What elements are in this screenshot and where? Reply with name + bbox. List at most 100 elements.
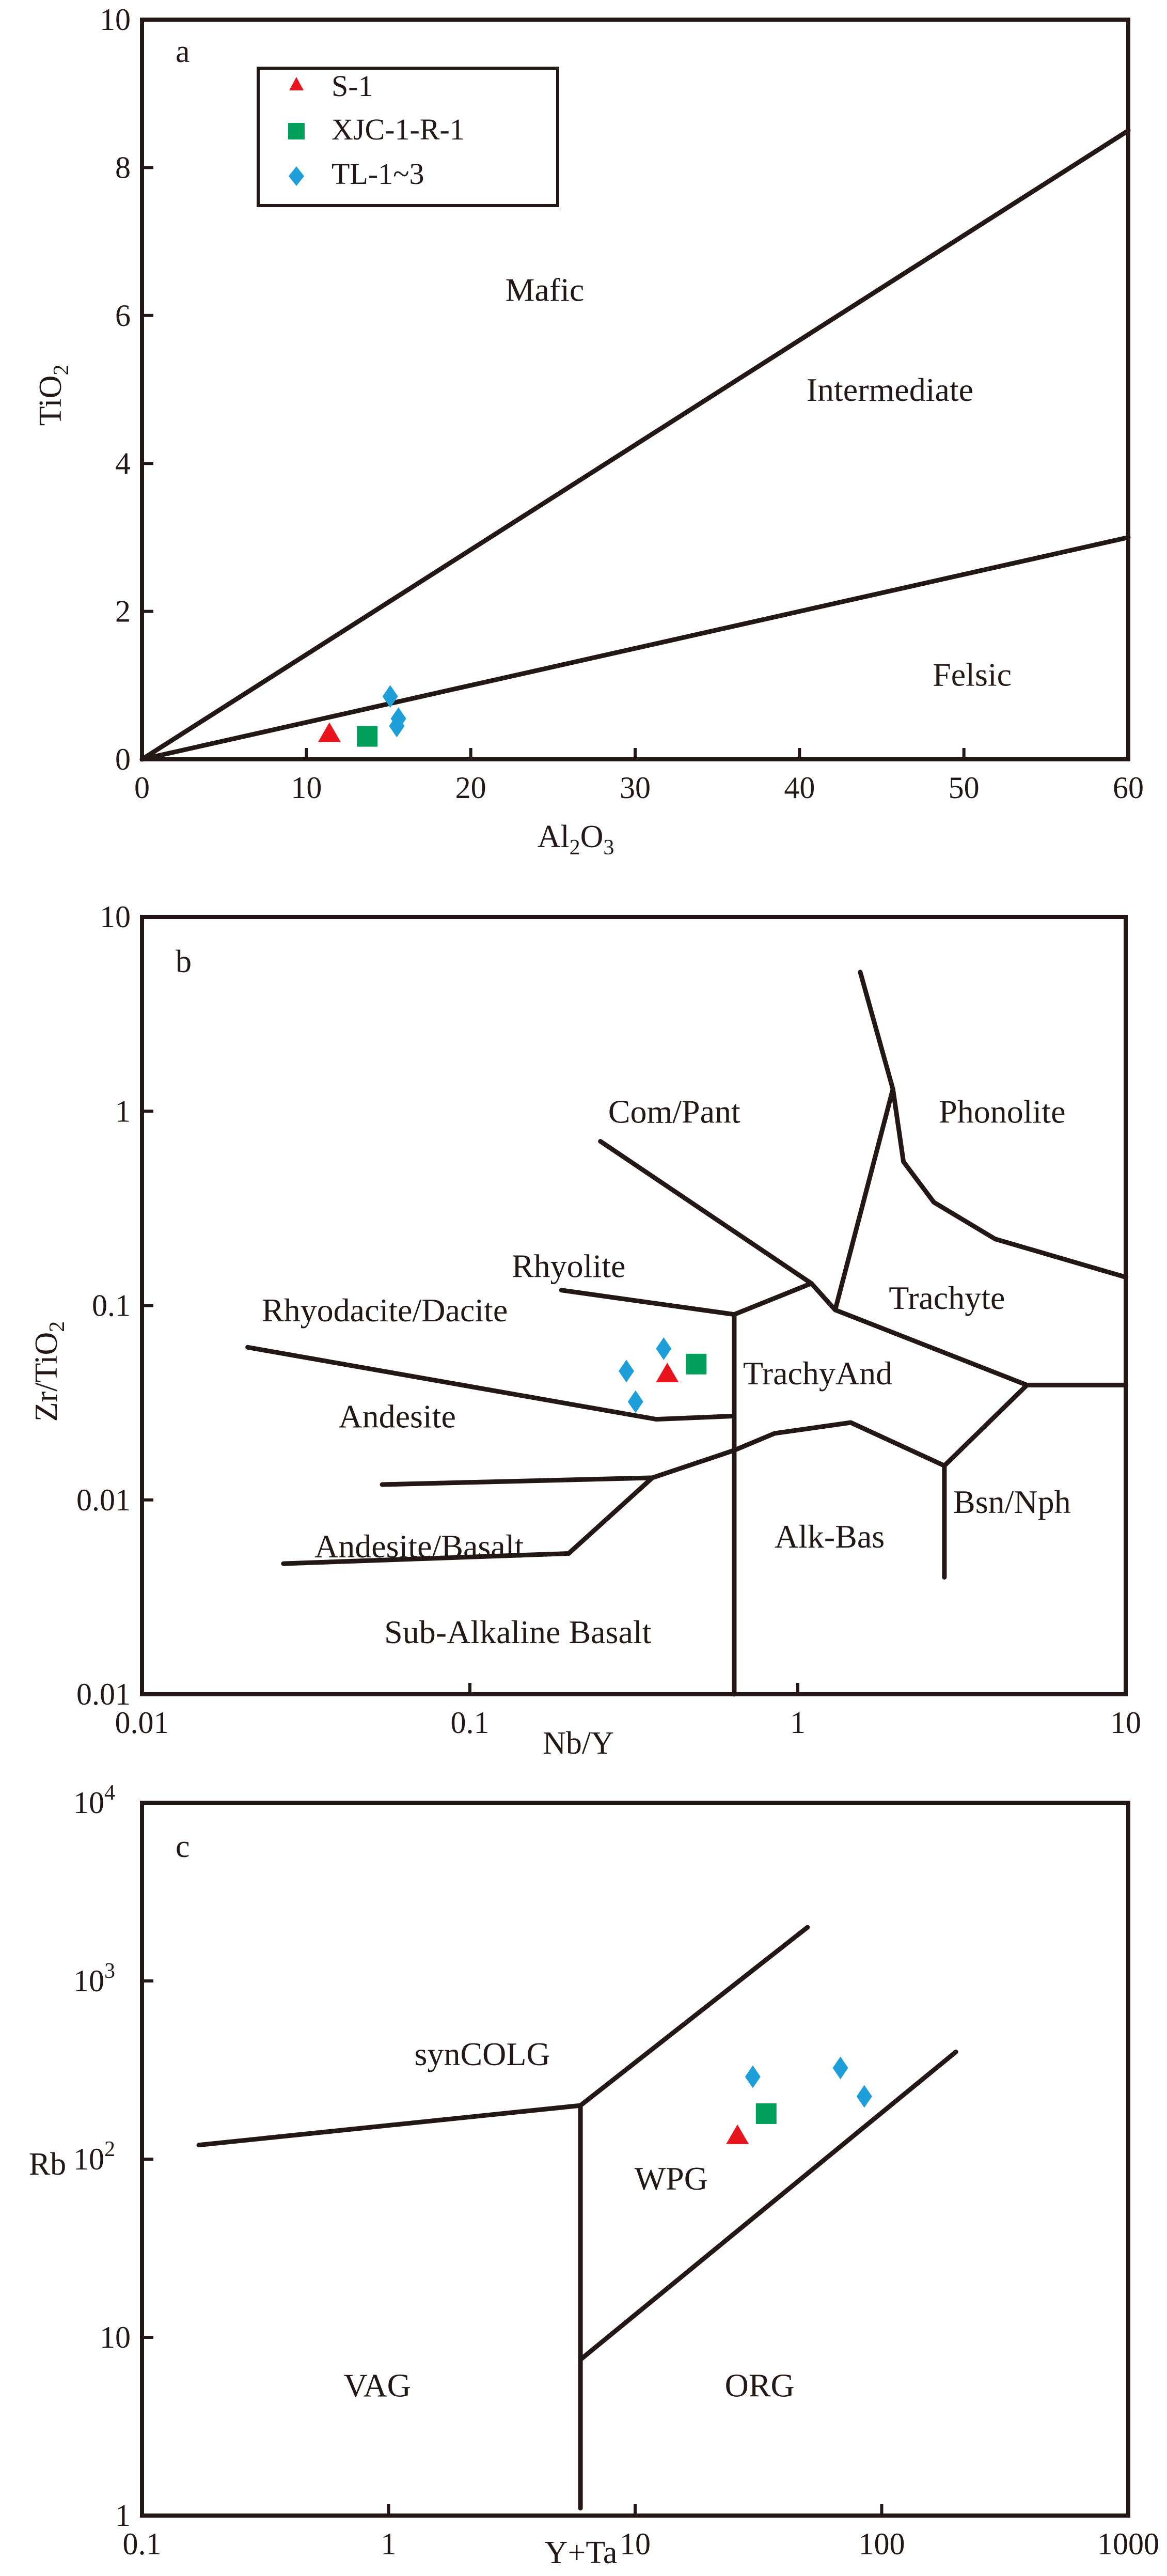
panel-b-label: b <box>176 944 192 979</box>
y-tick-label: 1 <box>115 2499 131 2533</box>
legend-diamond-icon <box>289 166 304 186</box>
panel-a-frame <box>140 18 1130 761</box>
y-axis-label-rb: Rb <box>29 2147 66 2182</box>
legend-label-s1: S-1 <box>332 69 373 103</box>
field-phonolite: Phonolite <box>939 1093 1065 1130</box>
x-axis-label-y-ta: Y+Ta <box>545 2535 618 2570</box>
field-bsn-nph: Bsn/Nph <box>953 1484 1071 1520</box>
boundary-line-1 <box>245 1345 737 1422</box>
panel-a-label: a <box>176 34 190 69</box>
y-tick-label: 0 <box>115 742 131 776</box>
x-tick-label: 1 <box>381 2527 397 2561</box>
y-tick-label: 104 <box>73 1781 115 1820</box>
legend-label-xjc: XJC-1-R-1 <box>332 113 465 146</box>
x-tick-label: 1 <box>790 1706 806 1740</box>
x-axis-label-nb-y: Nb/Y <box>543 1726 614 1761</box>
panel-c-label: c <box>176 1829 190 1864</box>
x-tick-label: 0.1 <box>123 2527 162 2561</box>
y-tick-label: 6 <box>115 299 131 333</box>
x-tick-label: 100 <box>859 2527 905 2561</box>
field-rhyodacite-dacite: Rhyodacite/Dacite <box>262 1292 508 1329</box>
x-tick-label: 10 <box>620 2527 651 2561</box>
x-tick-label: 50 <box>949 771 980 805</box>
point-tl <box>745 2065 761 2088</box>
field-rhyolite: Rhyolite <box>512 1248 625 1285</box>
y-tick-label: 102 <box>73 2137 115 2176</box>
point-tl <box>656 1337 672 1360</box>
point-tl <box>627 1390 643 1413</box>
field-mafic: Mafic <box>505 272 584 308</box>
point-xjc-1-r-1 <box>755 2103 777 2124</box>
x-tick-label: 1000 <box>1097 2527 1159 2561</box>
y-tick-label: 2 <box>115 595 131 629</box>
point-tl <box>382 685 398 708</box>
point-tl <box>390 707 406 730</box>
x-tick-label: 0.1 <box>451 1706 490 1740</box>
field-sub-alkaline-basalt: Sub-Alkaline Basalt <box>384 1614 651 1650</box>
y-tick-label: 103 <box>73 1959 115 1998</box>
y-tick-label: 10 <box>100 3 131 37</box>
field-trachyte: Trachyte <box>889 1279 1005 1316</box>
y-tick-label: 1 <box>115 1094 131 1128</box>
x-tick-label: 20 <box>455 771 486 805</box>
legend-label-tl: TL-1~3 <box>332 157 424 191</box>
field-felsic: Felsic <box>933 656 1012 693</box>
x-tick-label: 0.01 <box>115 1706 169 1740</box>
legend-triangle-icon <box>289 77 304 90</box>
boundary-line-2 <box>139 535 1131 762</box>
y-tick-label: 0.01 <box>76 1677 131 1711</box>
legend: S-1 XJC-1-R-1 TL-1~3 <box>257 67 559 207</box>
legend-square-icon <box>288 123 305 139</box>
boundary-line-1 <box>139 128 1131 762</box>
y-tick-label: 4 <box>115 446 131 480</box>
panel-b-frame <box>140 915 1128 1696</box>
boundary-line-7 <box>942 1382 1030 1580</box>
boundary-line-8 <box>732 1420 947 1468</box>
field-intermediate: Intermediate <box>807 371 973 408</box>
field-syncolg: synCOLG <box>415 2036 550 2072</box>
field-vag: VAG <box>343 2367 411 2403</box>
y-tick-label: 10 <box>100 2320 131 2354</box>
boundary-line-3 <box>578 2049 958 2362</box>
field-alk-bas: Alk-Bas <box>775 1518 885 1555</box>
field-trachyandesite: TrachyAnd <box>743 1355 892 1392</box>
field-wpg: WPG <box>635 2160 708 2197</box>
x-tick-label: 10 <box>1110 1706 1141 1740</box>
y-axis-label-zr-tio2: Zr/TiO2 <box>29 1321 69 1422</box>
panel-a: 0 10 20 30 40 50 60 0 2 4 6 8 10 a Mafic Intermediat… <box>33 3 1144 860</box>
y-axis-label-tio2: TiO2 <box>33 365 73 426</box>
boundary-line-10 <box>281 1475 655 1566</box>
panel-c-frame <box>140 1801 1130 2518</box>
boundary-line-2 <box>559 1288 737 1317</box>
point-tl <box>832 2056 848 2080</box>
y-tick-label: 8 <box>115 150 131 184</box>
point-s1 <box>726 2124 749 2144</box>
y-tick-label: 0.1 <box>92 1289 131 1323</box>
x-tick-label: 30 <box>620 771 651 805</box>
x-tick-label: 0 <box>134 771 150 805</box>
field-andesite-basalt: Andesite/Basalt <box>314 1528 524 1565</box>
x-tick-label: 10 <box>291 771 322 805</box>
point-s1 <box>656 1362 679 1382</box>
y-tick-label: 0.01 <box>76 1483 131 1517</box>
boundary-line-5 <box>890 1086 1128 1279</box>
legend-box <box>257 67 559 207</box>
field-org: ORG <box>725 2367 795 2403</box>
point-tl <box>618 1360 634 1383</box>
point-tl <box>856 2085 872 2108</box>
x-tick-label: 40 <box>784 771 815 805</box>
x-axis-label-al2o3: Al2O3 <box>538 819 614 860</box>
boundary-line-3 <box>598 1139 814 1697</box>
field-andesite: Andesite <box>338 1398 456 1434</box>
y-tick-label: 10 <box>100 900 131 934</box>
boundary-line-4 <box>809 970 895 1313</box>
point-s1 <box>318 722 341 742</box>
boundary-line-9 <box>380 1448 737 1487</box>
field-com-pant: Com/Pant <box>608 1093 740 1130</box>
x-tick-label: 60 <box>1113 771 1144 805</box>
point-xjc-1-r-1 <box>686 1353 707 1375</box>
point-xjc-1-r-1 <box>357 726 378 747</box>
